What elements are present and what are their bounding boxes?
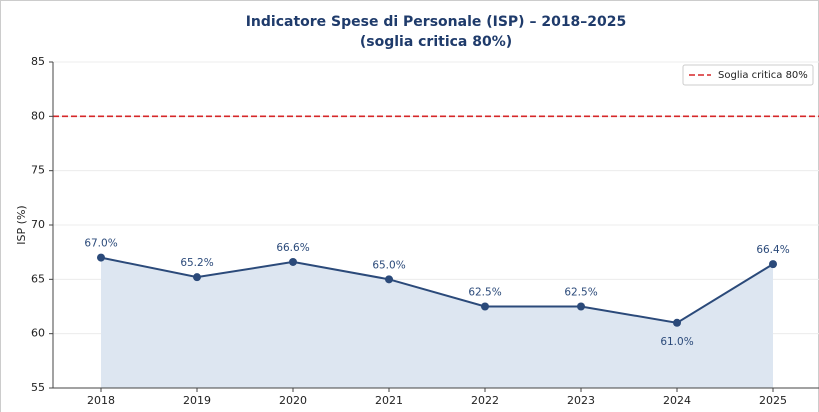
value-label: 66.6% [276, 242, 309, 254]
chart-subtitle: (soglia critica 80%) [360, 34, 512, 50]
x-tick-label: 2019 [183, 394, 211, 407]
value-label: 65.2% [180, 257, 213, 269]
x-tick-label: 2025 [759, 394, 787, 407]
point [193, 273, 201, 282]
legend-label: Soglia critica 80% [718, 70, 808, 81]
y-tick-label: 85 [31, 55, 45, 68]
y-tick-label: 55 [31, 381, 45, 394]
y-tick-label: 60 [31, 327, 45, 340]
point [385, 275, 393, 284]
point [673, 318, 681, 327]
point [769, 260, 777, 269]
line [100, 256, 774, 324]
point [577, 302, 585, 311]
x-tick-label: 2024 [663, 394, 691, 407]
y-axis-label: ISP (%) [15, 205, 28, 244]
x-tick-label: 2023 [567, 394, 595, 407]
value-label: 65.0% [372, 259, 405, 271]
value-label: 62.5% [468, 287, 501, 299]
x-tick-label: 2018 [87, 394, 115, 407]
value-label: 66.4% [756, 244, 789, 256]
value-label: 61.0% [660, 336, 693, 348]
point [481, 302, 489, 311]
y-tick-label: 80 [31, 109, 45, 122]
value-label: 62.5% [564, 287, 597, 299]
x-tick-label: 2020 [279, 394, 307, 407]
chart-title: Indicatore Spese di Personale (ISP) – 20… [246, 14, 627, 30]
y-tick-label: 65 [31, 272, 45, 285]
x-tick-label: 2022 [471, 394, 499, 407]
y-tick-label: 70 [31, 218, 45, 231]
y-tick-label: 75 [31, 164, 45, 177]
point [289, 257, 297, 266]
point [97, 253, 105, 262]
x-tick-label: 2021 [375, 394, 403, 407]
area [101, 257, 773, 388]
legend-box [682, 64, 814, 86]
value-label: 67.0% [84, 238, 117, 250]
